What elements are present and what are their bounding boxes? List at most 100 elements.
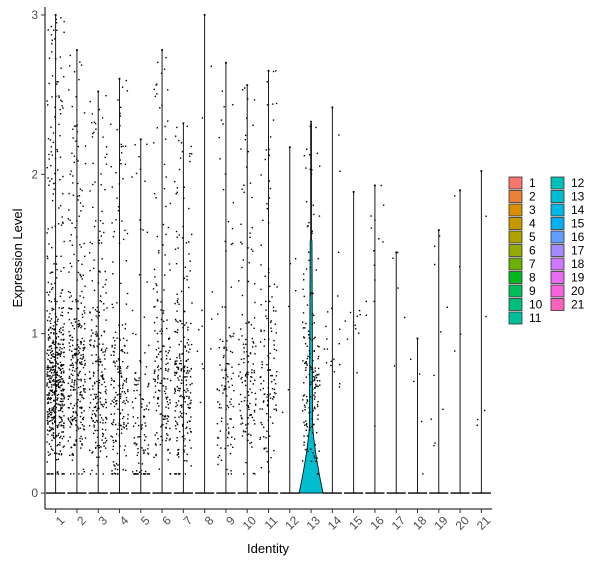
cell-point bbox=[211, 291, 214, 293]
cell-point bbox=[56, 81, 58, 83]
cell-point bbox=[309, 366, 312, 368]
cell-point bbox=[250, 376, 252, 378]
cell-point bbox=[124, 345, 126, 347]
cell-point bbox=[69, 54, 71, 57]
cell-point bbox=[241, 435, 244, 437]
cell-point bbox=[220, 119, 223, 121]
cell-point bbox=[94, 405, 97, 408]
cell-point bbox=[60, 17, 62, 19]
x-tick-label-8: 8 bbox=[202, 513, 217, 528]
cell-point bbox=[126, 292, 129, 295]
cell-point bbox=[81, 278, 84, 280]
cell-point bbox=[137, 447, 139, 450]
cell-point bbox=[62, 221, 64, 223]
cell-point bbox=[181, 406, 183, 408]
cell-point bbox=[249, 414, 252, 416]
cell-point bbox=[174, 372, 176, 374]
cell-point bbox=[349, 311, 352, 314]
cell-point bbox=[60, 364, 62, 366]
cell-point bbox=[71, 355, 74, 357]
cell-point bbox=[251, 416, 254, 419]
cell-point bbox=[88, 371, 91, 373]
cell-point bbox=[251, 371, 253, 374]
cell-point bbox=[246, 427, 248, 429]
cell-point bbox=[152, 378, 155, 380]
cell-point bbox=[311, 366, 313, 369]
cell-point bbox=[190, 399, 192, 402]
cell-point bbox=[59, 409, 62, 412]
cell-point bbox=[230, 470, 232, 472]
cell-point bbox=[132, 416, 135, 418]
jitter-points-10 bbox=[238, 84, 257, 475]
cell-point bbox=[77, 323, 80, 326]
violin-cluster-14 bbox=[322, 106, 342, 494]
cell-point bbox=[123, 427, 126, 429]
cell-point bbox=[54, 38, 56, 40]
cell-point bbox=[220, 420, 223, 423]
cell-point bbox=[102, 422, 104, 424]
cell-point bbox=[99, 271, 101, 273]
cell-point bbox=[178, 168, 181, 171]
cell-point bbox=[241, 266, 243, 269]
cell-point bbox=[164, 125, 166, 128]
cell-point bbox=[273, 379, 275, 381]
cell-point bbox=[54, 390, 56, 393]
cell-point bbox=[229, 401, 231, 403]
cell-point bbox=[218, 347, 221, 349]
cell-point bbox=[48, 394, 50, 397]
cell-point bbox=[227, 221, 230, 223]
cell-point bbox=[73, 253, 75, 256]
cell-point bbox=[263, 426, 265, 429]
cell-point bbox=[315, 460, 317, 463]
cell-point bbox=[94, 309, 97, 311]
violin-cluster-20 bbox=[450, 189, 470, 494]
cell-point bbox=[68, 368, 71, 371]
cell-point bbox=[169, 269, 171, 271]
cell-point bbox=[49, 351, 52, 354]
cell-point bbox=[170, 379, 172, 382]
cell-point bbox=[266, 207, 268, 210]
cell-point bbox=[318, 215, 321, 217]
cell-point bbox=[243, 358, 245, 360]
cell-point bbox=[96, 380, 98, 383]
cell-point bbox=[71, 420, 74, 422]
cell-point bbox=[46, 366, 48, 369]
cell-point bbox=[68, 335, 71, 337]
cell-point bbox=[57, 383, 59, 385]
cell-point bbox=[63, 323, 65, 325]
cell-point bbox=[56, 357, 59, 359]
cell-point bbox=[174, 410, 176, 412]
cell-point bbox=[51, 380, 54, 382]
cell-point bbox=[177, 367, 180, 369]
cell-point bbox=[69, 219, 71, 221]
cell-point bbox=[88, 388, 91, 391]
cell-point bbox=[77, 260, 80, 262]
cell-point bbox=[80, 378, 82, 381]
cell-point bbox=[115, 391, 117, 394]
cell-point bbox=[410, 358, 412, 361]
x-tick-label-3: 3 bbox=[95, 513, 110, 528]
cell-point bbox=[113, 230, 116, 233]
cell-point bbox=[117, 473, 119, 475]
cell-point bbox=[58, 422, 61, 424]
cell-point bbox=[101, 376, 103, 378]
cell-point bbox=[51, 389, 54, 392]
cell-point bbox=[70, 322, 73, 324]
cell-point bbox=[81, 396, 83, 398]
cell-point bbox=[144, 425, 147, 427]
cell-point bbox=[71, 105, 73, 108]
cell-point bbox=[305, 361, 307, 364]
cell-point bbox=[50, 368, 52, 370]
cell-point bbox=[50, 357, 52, 359]
cell-point bbox=[52, 436, 55, 439]
max-point bbox=[118, 77, 121, 80]
cell-point bbox=[58, 123, 60, 126]
cell-point bbox=[62, 222, 64, 225]
cell-point bbox=[118, 422, 121, 425]
cell-point bbox=[186, 275, 188, 278]
cell-point bbox=[72, 357, 74, 359]
cell-point bbox=[190, 431, 192, 433]
cell-point bbox=[116, 129, 118, 131]
cell-point bbox=[140, 425, 142, 428]
cell-point bbox=[169, 427, 171, 430]
